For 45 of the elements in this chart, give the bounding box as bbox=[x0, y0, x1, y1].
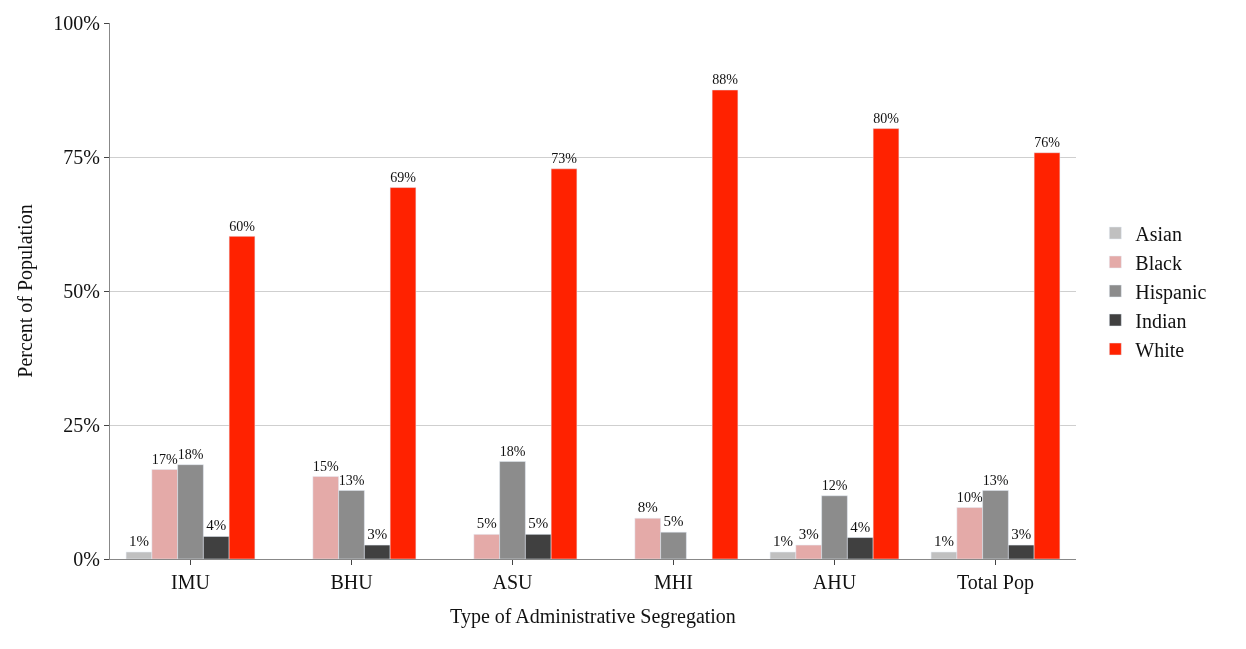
x-tick-label: AHU bbox=[812, 571, 857, 593]
y-tick-label: 25% bbox=[63, 414, 100, 436]
data-label: 18% bbox=[499, 442, 526, 459]
legend-label: Asian bbox=[1135, 222, 1182, 245]
data-label: 80% bbox=[873, 109, 900, 126]
legend-label: Indian bbox=[1135, 309, 1187, 332]
data-label: 5% bbox=[663, 513, 684, 530]
y-axis-title: Percent of Population bbox=[13, 204, 37, 378]
x-tick-label: BHU bbox=[330, 571, 374, 593]
y-tick-label: 75% bbox=[63, 146, 100, 168]
data-label: 15% bbox=[312, 457, 339, 474]
data-label: 73% bbox=[551, 149, 578, 166]
data-label: 1% bbox=[128, 533, 149, 550]
data-label: 3% bbox=[1011, 526, 1032, 543]
data-label: 88% bbox=[712, 71, 739, 88]
x-tick-label: MHI bbox=[654, 571, 693, 593]
data-label: 3% bbox=[367, 526, 388, 543]
y-tick-label: 100% bbox=[53, 12, 100, 34]
data-label: 12% bbox=[821, 476, 848, 493]
data-label: 13% bbox=[982, 471, 1009, 488]
legend-label: Hispanic bbox=[1135, 280, 1207, 304]
x-tick-label: IMU bbox=[171, 571, 211, 593]
data-label: 18% bbox=[177, 445, 204, 462]
data-label: 3% bbox=[798, 526, 819, 543]
legend-label: Black bbox=[1135, 251, 1182, 274]
data-label: 4% bbox=[850, 518, 871, 535]
data-label: 69% bbox=[390, 168, 417, 185]
data-label: 60% bbox=[229, 217, 256, 234]
y-tick-label: 0% bbox=[73, 548, 100, 570]
data-label: 8% bbox=[637, 499, 658, 516]
data-label: 1% bbox=[933, 533, 954, 550]
data-label: 17% bbox=[151, 450, 178, 467]
data-label: 5% bbox=[476, 515, 497, 532]
data-label: 10% bbox=[956, 488, 983, 505]
y-tick-label: 50% bbox=[63, 280, 100, 302]
x-tick-label: Total Pop bbox=[957, 571, 1034, 594]
data-label: 5% bbox=[528, 515, 549, 532]
data-label: 4% bbox=[206, 517, 227, 534]
x-tick-label: ASU bbox=[492, 571, 534, 593]
legend-label: White bbox=[1135, 338, 1185, 361]
data-label: 13% bbox=[338, 471, 365, 488]
bar bbox=[711, 89, 739, 559]
data-label: 76% bbox=[1034, 133, 1061, 150]
data-label: 1% bbox=[772, 533, 793, 550]
x-axis-title: Type of Administrative Segregation bbox=[450, 604, 736, 628]
